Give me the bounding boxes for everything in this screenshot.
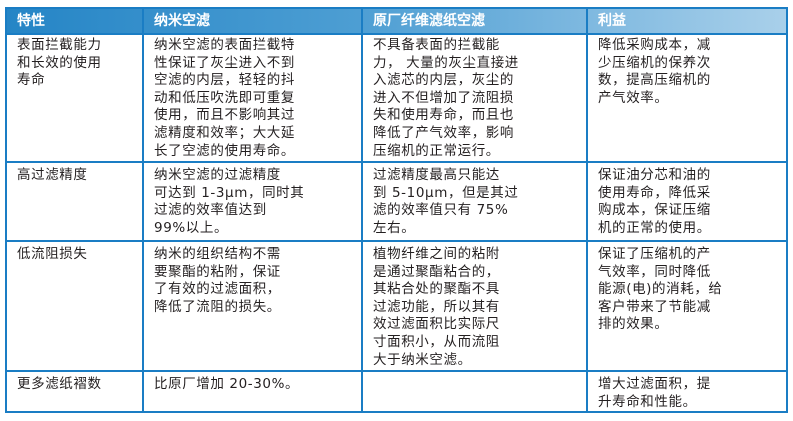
cell-nano-filter: 纳米的组织结构不需 要聚酯的粘附，保证 了有效的过滤面积， 降低了流阻的损失。 bbox=[144, 242, 363, 370]
cell-text-line: 动和低压吹洗即可重复 bbox=[154, 89, 295, 106]
cell-text-line: 过滤的效率值达到 bbox=[154, 202, 267, 219]
cell-feature: 高过滤精度 bbox=[7, 163, 144, 240]
cell-text-line: 了有效的过滤面积， bbox=[154, 281, 281, 298]
cell-oem-filter: 不具备表面的拦截能 力， 大量的灰尘直接进 入滤芯的内层，灰尘的 进入不但增加了流阻损… bbox=[363, 33, 588, 161]
table-header-row: 特性 纳米空滤 原厂纤维滤纸空滤 利益 bbox=[7, 9, 786, 35]
cell-text-line: 低流阻损失 bbox=[17, 246, 88, 262]
cell-benefit: 降低采购成本，减 少压缩机的保养次 数，提高压缩机的 产气效率。 bbox=[588, 33, 786, 161]
cell-text-line: 保证了压缩机的产 bbox=[598, 246, 711, 262]
cell-text-line: 更多滤纸褶数 bbox=[17, 376, 102, 392]
cell-text-line: 产气效率。 bbox=[598, 89, 669, 106]
cell-text-line: 到 5-10μm，但是其过 bbox=[373, 184, 519, 201]
cell-text-line: 过滤精度最高只能达 bbox=[373, 167, 500, 183]
header-feature: 特性 bbox=[7, 9, 144, 33]
cell-text-line: 气效率，同时降低 bbox=[598, 263, 711, 280]
cell-text-line: 客户带来了节能减 bbox=[598, 298, 711, 315]
table-row: 更多滤纸褶数 比原厂增加 20-30%。 增大过滤面积，提 升寿命和性能。 bbox=[7, 372, 786, 413]
cell-text-line: 高过滤精度 bbox=[17, 167, 88, 183]
cell-text-line: 降低采购成本，减 bbox=[598, 37, 711, 53]
cell-text-line: 性保证了灰尘进入不到 bbox=[154, 54, 295, 71]
cell-text-line: 降低了流阻的损失。 bbox=[154, 298, 281, 315]
cell-text-line: 增大过滤面积，提 bbox=[598, 376, 711, 392]
cell-text-line: 寸面积小，从而流阻 bbox=[373, 333, 500, 350]
cell-text-line: 空滤的内层，轻轻的抖 bbox=[154, 72, 295, 89]
header-benefit: 利益 bbox=[598, 13, 626, 29]
cell-text-line: 升寿命和性能。 bbox=[598, 393, 697, 410]
cell-text-line: 数，提高压缩机的 bbox=[598, 72, 711, 89]
table-row: 高过滤精度 纳米空滤的过滤精度 可达到 1-3μm，同时其 过滤的效率值达到 99%以上… bbox=[7, 163, 786, 242]
cell-text-line: 力， 大量的灰尘直接进 bbox=[373, 54, 519, 71]
cell-nano-filter: 纳米空滤的表面拦截特 性保证了灰尘进入不到 空滤的内层，轻轻的抖 动和低压吹洗即可重复… bbox=[144, 33, 363, 161]
cell-text-line: 比原厂增加 20-30%。 bbox=[154, 376, 300, 392]
cell-text-line: 纳米的组织结构不需 bbox=[154, 246, 281, 262]
cell-text-line: 滤精度和效率；大大延 bbox=[154, 124, 295, 141]
cell-text-line: 和长效的使用 bbox=[17, 54, 102, 71]
table-row: 低流阻损失 纳米的组织结构不需 要聚酯的粘附，保证 了有效的过滤面积， 降低了流阻的损失… bbox=[7, 242, 786, 372]
cell-text-line: 纳米空滤的表面拦截特 bbox=[154, 37, 295, 53]
cell-benefit: 保证了压缩机的产 气效率，同时降低 能源(电)的消耗，给 客户带来了节能减 排的效果。 bbox=[588, 242, 786, 370]
cell-text-line: 使用，而且不影响其过 bbox=[154, 107, 295, 124]
cell-benefit: 增大过滤面积，提 升寿命和性能。 bbox=[588, 372, 786, 413]
cell-text-line: 排的效果。 bbox=[598, 316, 669, 333]
cell-nano-filter: 比原厂增加 20-30%。 bbox=[144, 372, 363, 413]
cell-benefit: 保证油分芯和油的 使用寿命，降低采 购成本，保证压缩 机的正常的使用。 bbox=[588, 163, 786, 240]
cell-text-line: 不具备表面的拦截能 bbox=[373, 37, 500, 53]
cell-feature: 表面拦截能力 和长效的使用 寿命 bbox=[7, 33, 144, 161]
cell-text-line: 要聚酯的粘附，保证 bbox=[154, 263, 281, 280]
cell-text-line: 少压缩机的保养次 bbox=[598, 54, 711, 71]
comparison-table: 特性 纳米空滤 原厂纤维滤纸空滤 利益 表面拦截能力 和长效的使用 寿命 纳米空滤的表… bbox=[5, 7, 788, 413]
cell-text-line: 滤的效率值只有 75% bbox=[373, 202, 509, 219]
cell-text-line: 压缩机的正常运行。 bbox=[373, 142, 500, 159]
cell-oem-filter bbox=[363, 372, 588, 413]
cell-text-line: 机的正常的使用。 bbox=[598, 219, 711, 236]
cell-text-line: 植物纤维之间的粘附 bbox=[373, 246, 500, 262]
cell-text-line: 保证油分芯和油的 bbox=[598, 167, 711, 183]
cell-text-line: 其粘合处的聚酯不具 bbox=[373, 281, 500, 298]
cell-text-line: 表面拦截能力 bbox=[17, 37, 102, 53]
header-oem-filter: 原厂纤维滤纸空滤 bbox=[363, 9, 588, 33]
cell-text-line: 可达到 1-3μm，同时其 bbox=[154, 184, 305, 201]
cell-text-line: 进入不但增加了流阻损 bbox=[373, 89, 514, 106]
cell-text-line: 寿命 bbox=[17, 72, 46, 89]
cell-text-line: 能源(电)的消耗，给 bbox=[598, 281, 723, 298]
cell-text-line: 入滤芯的内层，灰尘的 bbox=[373, 72, 514, 89]
cell-nano-filter: 纳米空滤的过滤精度 可达到 1-3μm，同时其 过滤的效率值达到 99%以上。 bbox=[144, 163, 363, 240]
cell-oem-filter: 过滤精度最高只能达到 5-10μm，但是其过 滤的效率值只有 75% 左右。 bbox=[363, 163, 588, 240]
cell-text-line: 纳米空滤的过滤精度 bbox=[154, 167, 281, 183]
header-nano-filter: 纳米空滤 bbox=[144, 9, 363, 33]
cell-text-line: 降低了产气效率，影响 bbox=[373, 124, 514, 141]
cell-text-line: 购成本，保证压缩 bbox=[598, 202, 711, 219]
cell-text-line: 效过滤面积比实际尺 bbox=[373, 316, 500, 333]
cell-oem-filter: 植物纤维之间的粘附 是通过聚酯粘合的， 其粘合处的聚酯不具 过滤功能，所以其有 效过滤面… bbox=[363, 242, 588, 370]
cell-feature: 低流阻损失 bbox=[7, 242, 144, 370]
cell-text-line: 长了空滤的使用寿命。 bbox=[154, 142, 295, 159]
cell-text-line: 是通过聚酯粘合的， bbox=[373, 263, 500, 280]
cell-text-line: 使用寿命，降低采 bbox=[598, 184, 711, 201]
table-row: 表面拦截能力 和长效的使用 寿命 纳米空滤的表面拦截特 性保证了灰尘进入不到 空滤的内层，… bbox=[7, 33, 786, 163]
cell-text-line: 左右。 bbox=[373, 219, 416, 236]
cell-text-line: 失和使用寿命，而且也 bbox=[373, 107, 514, 124]
cell-text-line: 大于纳米空滤。 bbox=[373, 351, 472, 368]
cell-text-line: 过滤功能，所以其有 bbox=[373, 298, 500, 315]
cell-feature: 更多滤纸褶数 bbox=[7, 372, 144, 413]
cell-text-line: 99%以上。 bbox=[154, 219, 229, 236]
